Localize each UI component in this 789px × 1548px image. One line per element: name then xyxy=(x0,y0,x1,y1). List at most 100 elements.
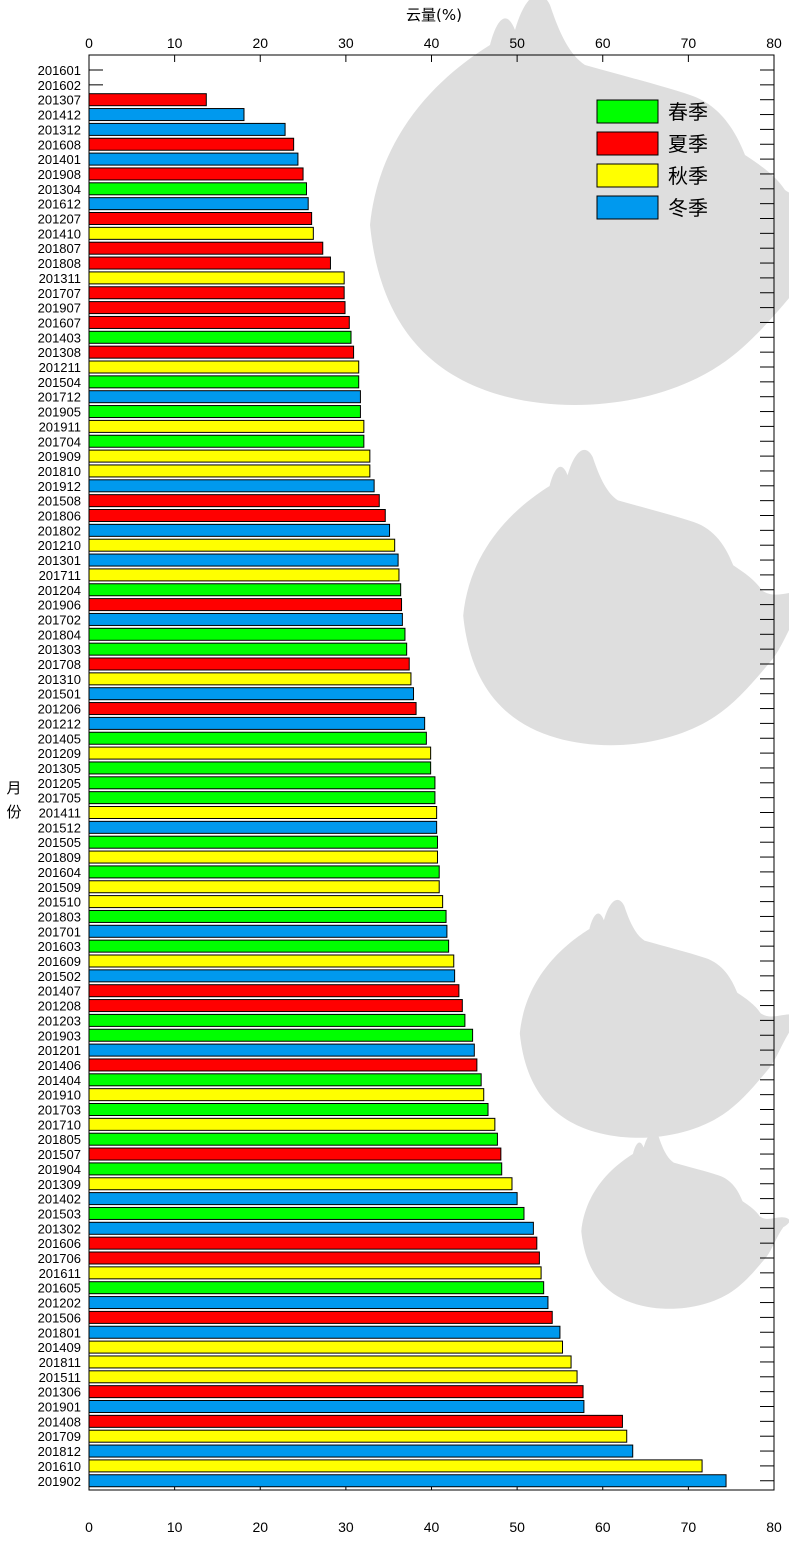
y-tick-label: 201309 xyxy=(38,1177,81,1192)
y-tick-label: 201512 xyxy=(38,820,81,835)
bar-201502 xyxy=(88,969,456,983)
y-tick-label: 201412 xyxy=(38,108,81,123)
bar-201610 xyxy=(88,1459,703,1473)
bar-201711 xyxy=(88,568,400,582)
y-tick-label: 201306 xyxy=(38,1385,81,1400)
lake-silhouette-3 xyxy=(519,899,789,1138)
y-tick-label: 201304 xyxy=(38,182,81,197)
x-tick-label-bottom: 40 xyxy=(424,1519,440,1535)
legend-label: 春季 xyxy=(668,100,708,124)
bar-201606 xyxy=(88,1236,538,1250)
x-tick-label-top: 40 xyxy=(424,35,440,51)
bar-201307 xyxy=(88,93,207,107)
bar-201505 xyxy=(88,835,438,849)
bar-201408 xyxy=(88,1414,623,1428)
y-tick-label: 201910 xyxy=(38,1088,81,1103)
y-tick-label: 201601 xyxy=(38,63,81,78)
y-tick-label: 201607 xyxy=(38,315,81,330)
bar-201202 xyxy=(88,1296,549,1310)
bar-201403 xyxy=(88,330,352,344)
bar-201206 xyxy=(88,702,417,716)
bar-201604 xyxy=(88,865,440,879)
bar-201612 xyxy=(88,197,309,211)
y-tick-label: 201901 xyxy=(38,1400,81,1415)
y-tick-label: 201903 xyxy=(38,1028,81,1043)
y-tick-label: 201206 xyxy=(38,702,81,717)
bar-201809 xyxy=(88,850,438,864)
y-tick-label: 201803 xyxy=(38,909,81,924)
y-axis: 2016012016022013072014122013122016082014… xyxy=(38,63,774,1489)
bar-201406 xyxy=(88,1058,478,1072)
bar-201803 xyxy=(88,909,447,923)
bar-201707 xyxy=(88,286,345,300)
y-tick-label: 201403 xyxy=(38,330,81,345)
bar-201302 xyxy=(88,1221,534,1235)
y-tick-label: 201710 xyxy=(38,1117,81,1132)
y-tick-label: 201808 xyxy=(38,256,81,271)
y-tick-label: 201604 xyxy=(38,865,81,880)
y-tick-label: 201207 xyxy=(38,212,81,227)
bar-201802 xyxy=(88,523,391,537)
bar-201804 xyxy=(88,627,406,641)
y-tick-label: 201208 xyxy=(38,999,81,1014)
bar-201404 xyxy=(88,1073,482,1087)
y-tick-label: 201603 xyxy=(38,939,81,954)
bar-201605 xyxy=(88,1281,545,1295)
bar-201205 xyxy=(88,776,436,790)
x-tick-label-bottom: 10 xyxy=(167,1519,183,1535)
bar-201904 xyxy=(88,1162,503,1176)
legend-swatch xyxy=(596,195,659,220)
bar-201706 xyxy=(88,1251,540,1265)
y-tick-label: 201807 xyxy=(38,241,81,256)
bar-201607 xyxy=(88,315,350,329)
bar-201801 xyxy=(88,1325,561,1339)
y-tick-label: 201711 xyxy=(39,568,81,583)
y-tick-label: 201602 xyxy=(38,78,81,93)
y-tick-label: 201307 xyxy=(38,93,81,108)
x-tick-label-bottom: 0 xyxy=(85,1519,93,1535)
y-tick-label: 201410 xyxy=(38,226,81,241)
y-tick-label: 201702 xyxy=(38,612,81,627)
bar-201209 xyxy=(88,746,432,760)
x-tick-label-top: 70 xyxy=(681,35,697,51)
bar-201712 xyxy=(88,390,361,404)
y-tick-label: 201802 xyxy=(38,523,81,538)
bars-group xyxy=(88,93,727,1488)
bar-201709 xyxy=(88,1429,628,1443)
y-tick-label: 201502 xyxy=(38,969,81,984)
bar-201907 xyxy=(88,301,346,315)
y-tick-label: 201408 xyxy=(38,1414,81,1429)
y-tick-label: 201503 xyxy=(38,1206,81,1221)
bar-201508 xyxy=(88,494,380,508)
y-tick-label: 201709 xyxy=(38,1429,81,1444)
y-tick-label: 201905 xyxy=(38,405,81,420)
bar-201701 xyxy=(88,924,448,938)
y-tick-label: 201212 xyxy=(38,716,81,731)
bar-201303 xyxy=(88,642,408,656)
y-tick-label: 201303 xyxy=(38,642,81,657)
lake-silhouette-group xyxy=(370,0,789,1309)
bar-201611 xyxy=(88,1266,542,1280)
y-tick-label: 201210 xyxy=(38,538,81,553)
bar-201210 xyxy=(88,538,396,552)
bar-201805 xyxy=(88,1132,498,1146)
y-tick-label: 201806 xyxy=(38,509,81,524)
bar-201905 xyxy=(88,405,361,419)
x-tick-label-top: 20 xyxy=(252,35,268,51)
bar-201808 xyxy=(88,256,331,270)
bar-201911 xyxy=(88,419,365,433)
x-tick-label-bottom: 30 xyxy=(338,1519,354,1535)
y-tick-label: 201611 xyxy=(39,1266,81,1281)
bar-201309 xyxy=(88,1177,513,1191)
bar-201501 xyxy=(88,687,415,701)
y-tick-label: 201407 xyxy=(38,984,81,999)
bar-201503 xyxy=(88,1206,525,1220)
y-tick-label: 201906 xyxy=(38,598,81,613)
y-tick-label: 201911 xyxy=(39,419,81,434)
y-tick-label: 201606 xyxy=(38,1236,81,1251)
bar-201208 xyxy=(88,999,463,1013)
y-tick-label: 201902 xyxy=(38,1474,81,1489)
y-axis-title-char-2: 份 xyxy=(6,803,21,821)
y-tick-label: 201811 xyxy=(39,1355,81,1370)
